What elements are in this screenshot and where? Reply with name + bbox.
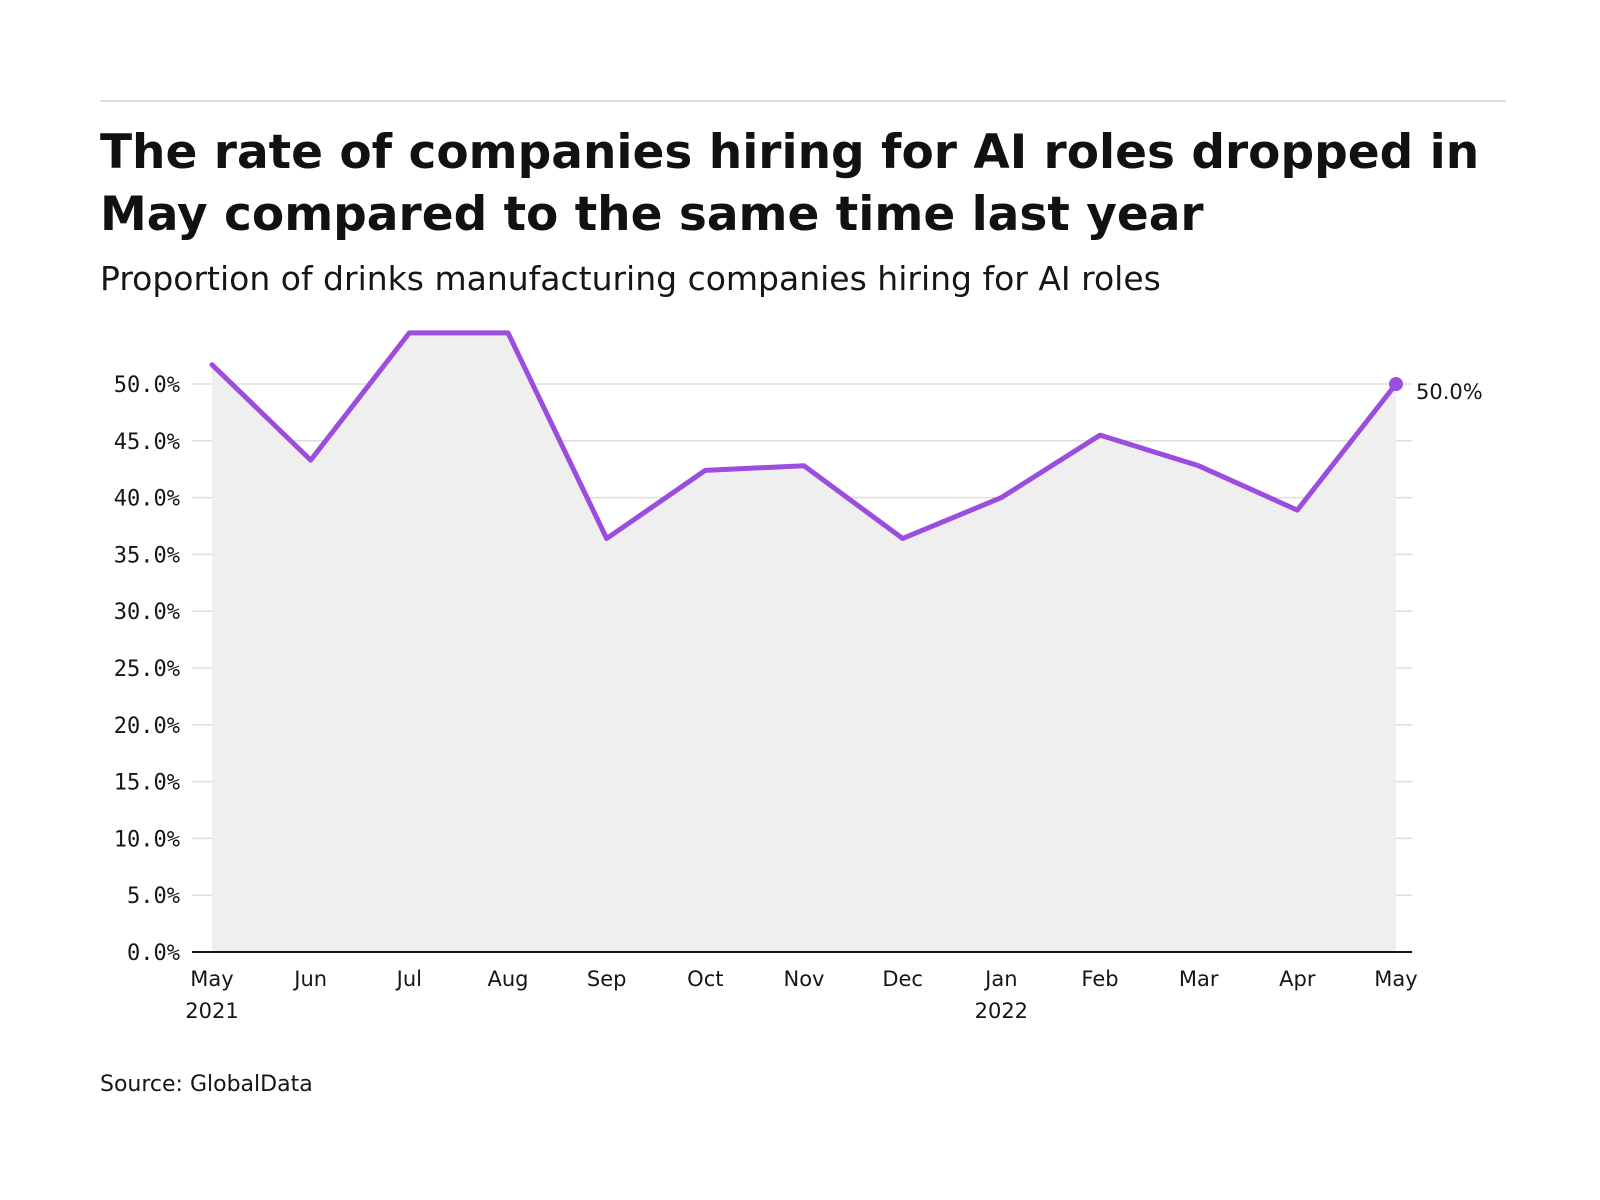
x-tick-label: Sep [587, 967, 627, 991]
y-tick-label: 20.0% [114, 714, 180, 739]
x-tick-label: Dec [882, 967, 923, 991]
x-tick-year-label: 2022 [975, 999, 1028, 1023]
x-tick-label: Jul [395, 967, 422, 991]
y-tick-label: 50.0% [114, 373, 180, 398]
line-layer [209, 330, 1403, 541]
x-tick-label: Jan [983, 967, 1017, 991]
end-point-label: 50.0% [1416, 380, 1483, 404]
x-tick-label: Apr [1279, 967, 1316, 991]
x-tick-label: May [190, 967, 233, 991]
y-tick-label: 35.0% [114, 543, 180, 568]
y-tick-label: 30.0% [114, 600, 180, 625]
x-tick-label: Mar [1179, 967, 1219, 991]
x-tick-label: May [1374, 967, 1417, 991]
x-tick-label: Feb [1081, 967, 1118, 991]
end-point-marker [1389, 377, 1403, 391]
source-note: Source: GlobalData [100, 1072, 313, 1097]
x-tick-year-label: 2021 [185, 999, 238, 1023]
x-tick-label: Jun [292, 967, 327, 991]
x-tick-label: Aug [487, 967, 528, 991]
series-line [209, 330, 1399, 541]
y-tick-label: 0.0% [127, 941, 180, 966]
x-tick-label: Nov [784, 967, 825, 991]
area-fill [212, 332, 1396, 952]
chart-subtitle: Proportion of drinks manufacturing compa… [100, 259, 1161, 298]
y-tick-label: 45.0% [114, 430, 180, 455]
chart-title: The rate of companies hiring for AI role… [100, 125, 1480, 242]
y-tick-label: 40.0% [114, 487, 180, 512]
tick-labels: 0.0% 5.0% 10.0% 15.0% 20.0% 25.0% 30.0% 35.0% 40… [114, 373, 1483, 1023]
x-tick-label: Oct [687, 967, 723, 991]
y-tick-label: 15.0% [114, 771, 180, 796]
y-tick-label: 10.0% [114, 827, 180, 852]
y-tick-label: 5.0% [127, 884, 180, 909]
area-layer [212, 332, 1396, 952]
top-divider [100, 100, 1506, 102]
y-tick-label: 25.0% [114, 657, 180, 682]
